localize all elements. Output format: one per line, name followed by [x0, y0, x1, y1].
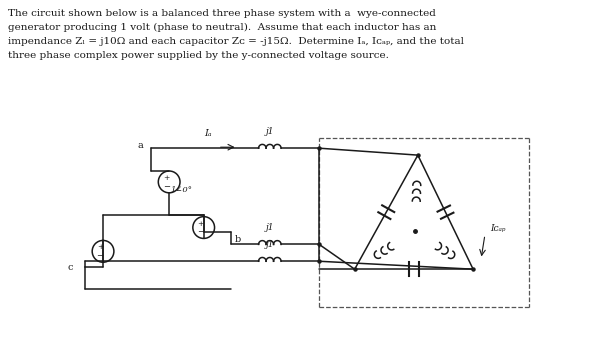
- Text: generator producing 1 volt (phase to neutral).  Assume that each inductor has an: generator producing 1 volt (phase to neu…: [8, 23, 436, 32]
- Text: j1: j1: [266, 223, 274, 232]
- Text: Iᴄₐₚ: Iᴄₐₚ: [490, 223, 505, 233]
- Text: a: a: [138, 141, 144, 150]
- Text: Iₐ: Iₐ: [204, 129, 211, 138]
- Text: three phase complex power supplied by the y-connected voltage source.: three phase complex power supplied by th…: [8, 51, 389, 60]
- Text: c: c: [68, 263, 74, 272]
- Text: +: +: [97, 243, 103, 251]
- Text: −: −: [197, 228, 204, 237]
- Text: −: −: [97, 252, 104, 260]
- Text: j1: j1: [266, 240, 274, 249]
- Text: 1∠0°: 1∠0°: [170, 186, 192, 194]
- Text: The circuit shown below is a balanced three phase system with a  wye-connected: The circuit shown below is a balanced th…: [8, 9, 436, 18]
- Text: impendance Zₗ = j10Ω and each capacitor Zᴄ = -j15Ω.  Determine Iₐ, Iᴄₐₚ, and the: impendance Zₗ = j10Ω and each capacitor …: [8, 37, 464, 46]
- Text: j1: j1: [266, 127, 274, 136]
- Text: +: +: [197, 220, 204, 227]
- Text: b: b: [234, 236, 240, 244]
- Text: +: +: [163, 174, 170, 182]
- Text: −: −: [163, 183, 170, 191]
